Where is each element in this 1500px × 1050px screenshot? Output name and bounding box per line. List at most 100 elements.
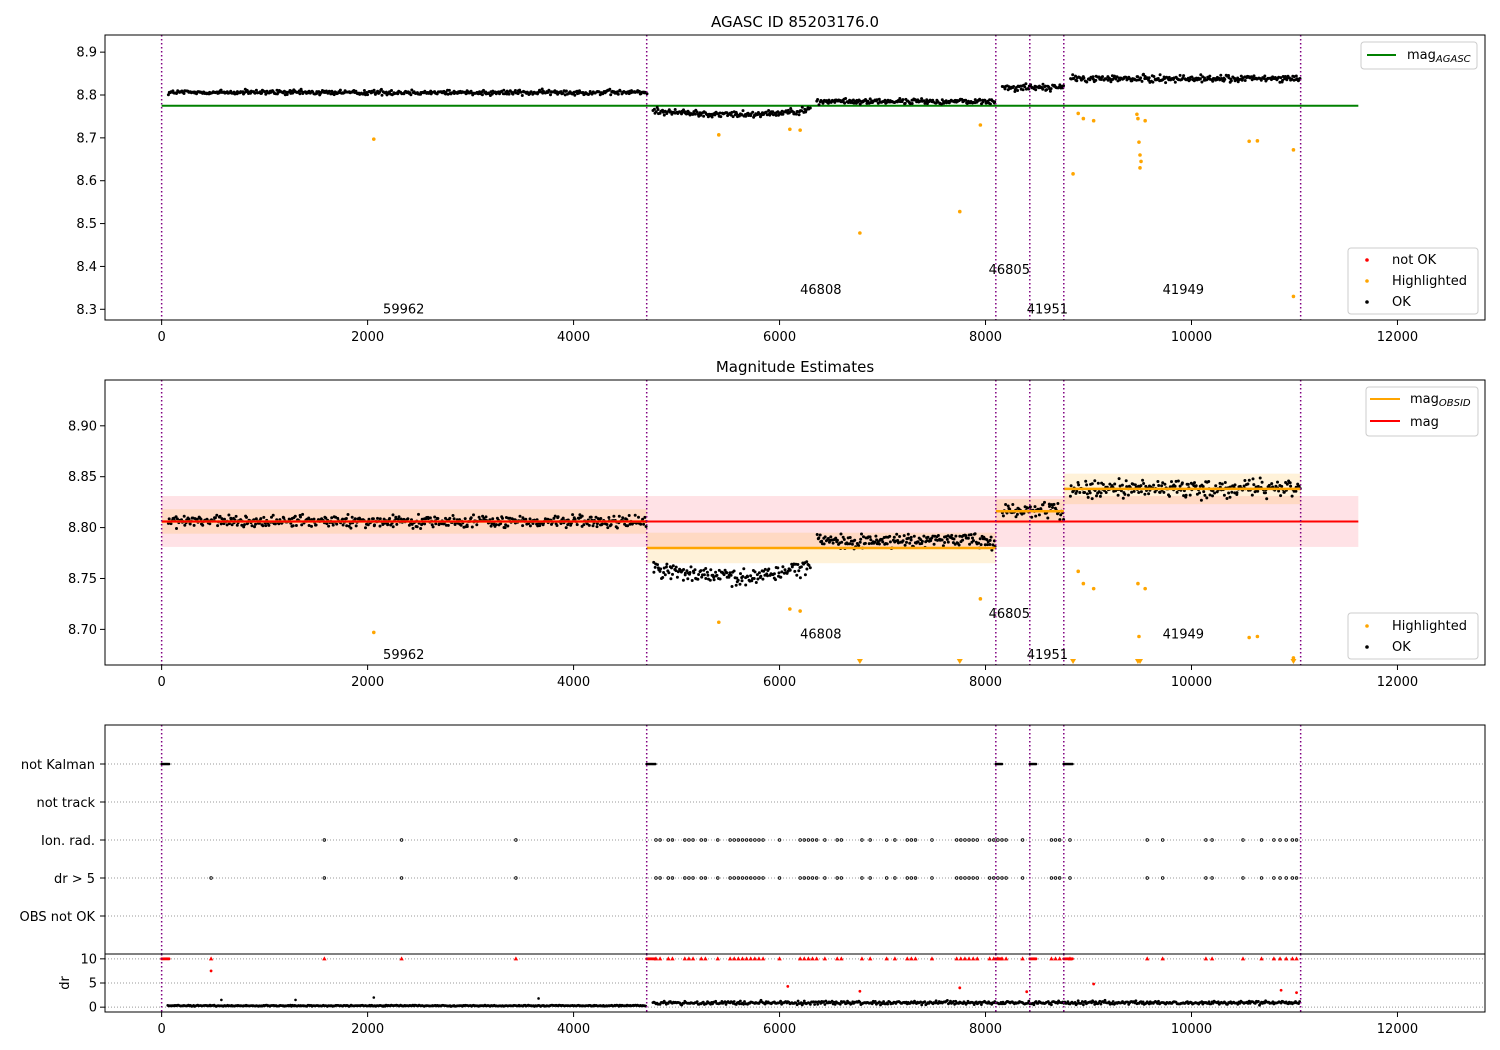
magnitude-ok-point-490 [621,516,625,520]
magnitude-ok-point-379 [518,514,522,518]
agasc-ok-point-1173 [1278,80,1282,84]
agasc-ok-point-1109 [1219,73,1223,77]
magnitude-ok-point-1072 [1184,493,1188,497]
magnitude-ok-point-247 [395,522,399,526]
magnitude-ok-point-957 [1078,491,1082,494]
magnitude-ok-point-915 [1033,505,1037,509]
magnitude-ok-point-173 [327,524,331,528]
dr-black-point-1 [294,998,297,1002]
magnitude-ok-point-642 [767,567,771,571]
dr-clipped-marker-93 [1034,957,1038,961]
magnitude-ok-point-291 [436,517,440,520]
legend2-ok-marker [1365,645,1369,649]
magnitude-ok-point-584 [714,570,718,574]
magnitude-ok-point-649 [774,578,777,582]
agasc-ok-point-518 [652,107,656,111]
magnitude-ok-point-431 [566,523,570,527]
magnitude-ok-point-774 [896,539,900,542]
magnitude-ok-point-1026 [1142,482,1146,485]
agasc-ok-point-428 [563,93,567,97]
magnitude-ok-point-574 [704,577,708,580]
magnitude-ok-point-10 [175,517,179,521]
magnitude-ok-point-390 [528,517,532,521]
magnitude-ok-point-633 [759,574,763,578]
agasc-ok-point-1024 [1140,79,1144,83]
agasc-legend-bottom-box [1347,247,1479,315]
magnitude-ok-point-517 [652,560,656,564]
agasc-ok-point-340 [482,88,485,92]
agasc-ok-point-734 [858,102,862,106]
agasc-ok-point-754 [877,97,881,101]
magnitude-ok-point-883 [1004,503,1008,506]
magnitude-ok-point-299 [444,516,447,520]
magnitude-ok-point-1127 [1235,491,1239,495]
magnitude-ok-point-626 [752,577,756,580]
magnitude-ok-point-776 [898,535,902,538]
magnitude-obsid-label-4: 41949 [1163,627,1204,642]
agasc-ok-point-951 [1072,76,1076,80]
agasc-ytick-label-5: 8.8 [76,89,97,104]
agasc-ok-point-17 [182,92,186,95]
magnitude-ok-point-145 [301,512,305,516]
dr-clipped-marker-87 [1000,957,1004,961]
agasc-xtick-label-10000: 10000 [1171,330,1212,345]
dr-point-544 [732,1000,736,1003]
flag-row-label-2: Ion. rad. [41,834,95,849]
agasc-ok-point-1060 [1173,80,1177,84]
magnitude-legend-top: magOBSID mag [1365,386,1479,437]
flag-row-label-1: not track [36,796,95,811]
magnitude-ok-point-732 [857,544,861,548]
legend-mag-agasc-main: mag [1407,48,1436,63]
agasc-ok-point-1042 [1156,77,1160,80]
agasc-ok-point-776 [898,97,902,100]
magnitude-ok-point-462 [595,525,599,529]
agasc-obsid-label-0: 59962 [383,302,424,317]
magnitude-ok-point-835 [952,537,956,541]
dr-point-618 [809,1003,812,1006]
magnitude-ok-point-966 [1086,495,1090,499]
magnitude-ok-point-631 [757,571,761,575]
agasc-ok-point-1054 [1167,75,1171,79]
magnitude-ok-point-596 [725,571,729,575]
magnitude-ok-point-677 [799,565,803,569]
magnitude-ok-point-561 [692,571,696,575]
agasc-ok-point-1031 [1147,78,1151,82]
magnitude-ok-point-979 [1098,494,1102,498]
agasc-ok-point-327 [469,89,473,93]
magnitude-ok-point-744 [868,535,872,539]
magnitude-ok-point-304 [448,516,452,520]
magnitude-ok-point-813 [932,542,936,546]
magnitude-ok-point-614 [741,575,745,578]
magnitude-ok-point-1023 [1139,484,1143,488]
magnitude-ok-point-61 [223,517,226,521]
agasc-ok-point-215 [366,93,370,97]
magnitude-ok-point-308 [452,517,456,521]
agasc-panel: 59962 46808 46805 41951 41949 0 2000 4000 6000 8… [76,13,1486,345]
magnitude-ok-point-382 [521,524,525,528]
magnitude-ok-point-1140 [1247,478,1251,482]
magnitude-ok-point-825 [943,541,947,544]
agasc-highlighted-point-2 [788,127,792,132]
magnitude-ok-point-739 [863,541,867,545]
dr-point-622 [813,1003,816,1006]
magnitude-ok-point-525 [659,567,663,571]
agasc-ok-point-752 [875,98,879,102]
agasc-ok-point-426 [561,91,565,95]
flag-row-label-3: dr > 5 [54,872,95,887]
magnitude-ok-point-519 [653,565,657,569]
magnitude-ok-point-1096 [1207,480,1211,483]
agasc-highlighted-point-8 [1076,111,1081,116]
magnitude-ok-point-783 [905,540,908,544]
magnitude-ok-point-657 [781,565,785,569]
magnitude-ok-point-861 [977,541,981,545]
magnitude-ok-point-910 [1028,505,1032,509]
magnitude-ok-point-74 [235,523,239,527]
agasc-ok-point-590 [719,115,723,119]
agasc-ok-point-374 [513,89,517,92]
agasc-ok-point-550 [682,108,685,112]
dr-red-point-3 [958,986,962,990]
magnitude-ok-point-1024 [1139,490,1143,494]
magnitude-ok-point-1145 [1252,483,1256,487]
magnitude-ok-point-90 [250,524,254,528]
agasc-ok-point-165 [319,91,323,94]
